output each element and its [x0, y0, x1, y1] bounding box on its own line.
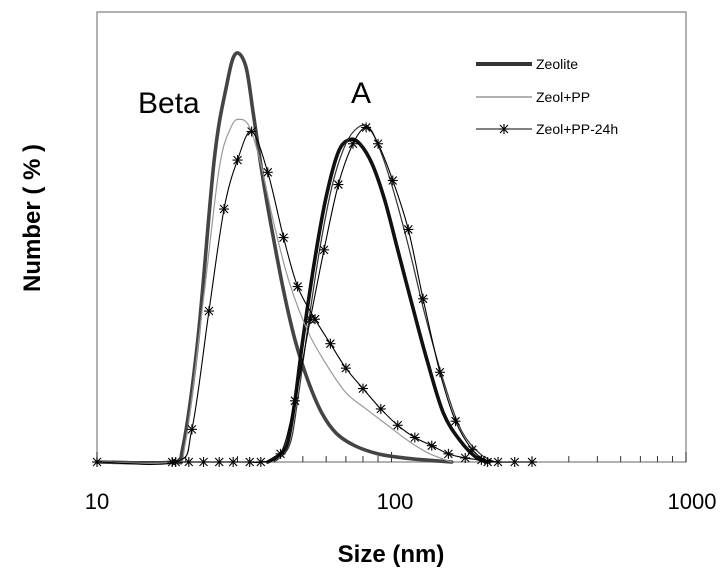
- data-point-zeol-pp-24h-a: [183, 457, 194, 467]
- data-point-zeol-pp-24h-a: [387, 175, 398, 186]
- legend: Zeolite Zeol+PP Zeol+PP-24h: [476, 56, 618, 137]
- x-axis-title: Size (nm): [338, 541, 445, 568]
- data-point-zeol-pp-24h-beta: [246, 126, 257, 137]
- data-point-zeol-pp-24h-beta: [278, 232, 289, 243]
- data-point-zeol-pp-24h-a: [305, 314, 316, 325]
- data-point-zeol-pp-24h-a: [333, 179, 344, 190]
- series-zeolite-beta: [95, 51, 454, 465]
- data-point-zeol-pp-24h-a: [373, 138, 384, 149]
- annotation-a: A: [351, 77, 371, 110]
- annotation-beta: Beta: [138, 87, 200, 120]
- series-zeol-pp-beta: [96, 118, 453, 465]
- data-point-zeol-pp-24h-a: [289, 395, 300, 406]
- data-point-zeol-pp-24h-a: [214, 457, 225, 467]
- legend-star-marker-icon: [499, 124, 509, 134]
- data-point-zeol-pp-24h-beta: [426, 440, 437, 451]
- data-point-zeol-pp-24h-beta: [203, 306, 214, 317]
- data-point-zeol-pp-24h-beta: [219, 204, 230, 215]
- data-point-zeol-pp-24h-a: [418, 293, 429, 304]
- data-point-zeol-pp-24h-a: [467, 444, 478, 455]
- data-point-zeol-pp-24h-a: [198, 457, 209, 467]
- data-point-zeol-pp-24h-a: [255, 457, 266, 467]
- x-tick-label-100: 100: [377, 489, 414, 514]
- data-point-zeol-pp-24h-beta: [325, 338, 336, 349]
- series-layer: [92, 51, 538, 467]
- data-point-zeol-pp-24h-beta: [493, 457, 504, 467]
- data-point-zeol-pp-24h-beta: [392, 420, 403, 431]
- x-tick-label-1000: 1000: [668, 489, 717, 514]
- plot-frame: [96, 11, 687, 463]
- data-point-zeol-pp-24h-beta: [262, 167, 273, 178]
- legend-label-zeol-pp-24h: Zeol+PP-24h: [536, 121, 618, 137]
- series-zeol-pp-24h-beta: [92, 126, 538, 467]
- data-point-zeol-pp-24h-beta: [92, 457, 102, 467]
- data-point-zeol-pp-24h-a: [167, 457, 178, 467]
- series-line-zeol-pp-24h-a: [171, 126, 489, 464]
- data-point-zeol-pp-24h-beta: [443, 448, 454, 459]
- x-tick-label-10: 10: [85, 489, 109, 514]
- series-zeol-pp-24h-a: [167, 122, 493, 467]
- data-point-zeol-pp-24h-a: [482, 457, 493, 467]
- data-point-zeol-pp-24h-beta: [340, 363, 351, 374]
- data-point-zeol-pp-24h-beta: [357, 383, 368, 394]
- data-point-zeol-pp-24h-a: [244, 457, 255, 467]
- data-point-zeol-pp-24h-beta: [409, 432, 420, 443]
- data-point-zeol-pp-24h-beta: [292, 281, 303, 292]
- legend-label-zeolite: Zeolite: [536, 56, 578, 72]
- y-axis-title: Number ( % ): [19, 144, 46, 292]
- data-point-zeol-pp-24h-a: [228, 457, 239, 467]
- data-point-zeol-pp-24h-a: [450, 416, 461, 427]
- data-point-zeol-pp-24h-a: [319, 244, 330, 255]
- data-point-zeol-pp-24h-a: [361, 122, 372, 133]
- data-point-zeol-pp-24h-beta: [232, 155, 243, 166]
- series-line-zeol-pp-beta: [96, 118, 453, 465]
- legend-label-zeol-pp: Zeol+PP: [536, 89, 590, 105]
- data-point-zeol-pp-24h-beta: [527, 457, 538, 467]
- data-point-zeol-pp-24h-beta: [375, 403, 386, 414]
- data-point-zeol-pp-24h-a: [434, 367, 445, 378]
- data-point-zeol-pp-24h-beta: [186, 424, 197, 435]
- data-point-zeol-pp-24h-beta: [460, 452, 471, 463]
- data-point-zeol-pp-24h-a: [347, 138, 358, 149]
- data-point-zeol-pp-24h-beta: [509, 457, 520, 467]
- series-line-zeolite-beta: [95, 51, 454, 465]
- data-point-zeol-pp-24h-a: [275, 448, 286, 459]
- data-point-zeol-pp-24h-a: [403, 224, 414, 235]
